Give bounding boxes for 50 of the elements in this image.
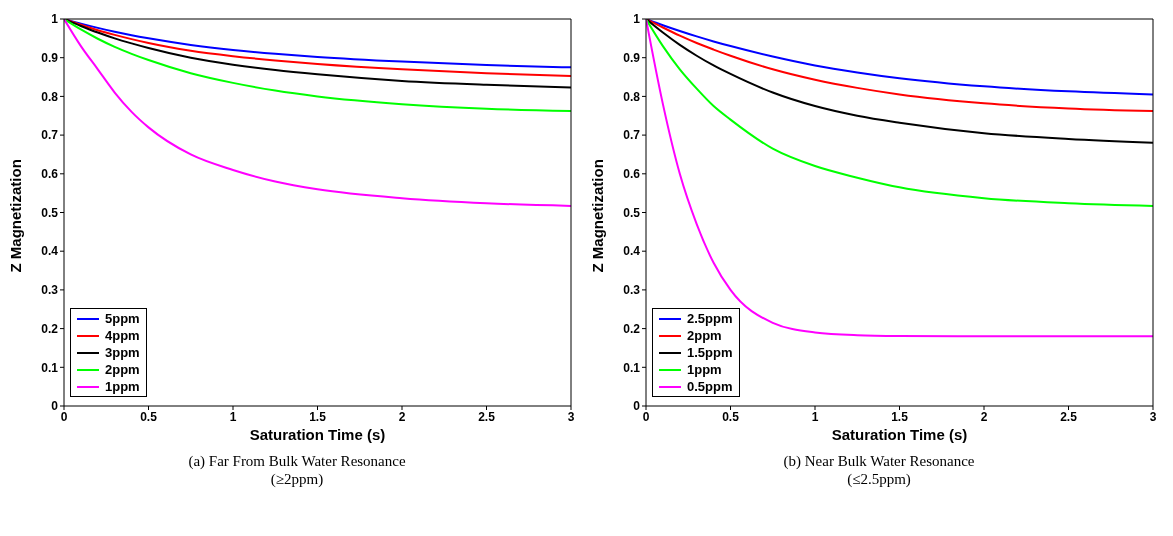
legend-label: 0.5ppm: [687, 378, 733, 395]
legend-label: 1ppm: [105, 378, 140, 395]
y-tick-label: 0.8: [41, 89, 59, 104]
legend-label: 2ppm: [687, 327, 722, 344]
x-tick-label: 1.5: [891, 409, 909, 424]
y-tick-label: 0.9: [623, 50, 641, 65]
y-tick-label: 0.7: [41, 128, 59, 143]
x-tick-label: 1: [811, 409, 819, 424]
legend-label: 2ppm: [105, 361, 140, 378]
y-axis-title: Z Magnetization: [589, 159, 607, 273]
y-tick-label: 0.6: [623, 167, 641, 182]
x-tick-label: 3: [1149, 409, 1157, 424]
y-tick-label: 0.8: [623, 89, 641, 104]
y-tick-label: 0.9: [41, 50, 59, 65]
legend-label: 3ppm: [105, 344, 140, 361]
y-tick-label: 0.2: [623, 321, 641, 336]
x-tick-label: 2: [398, 409, 406, 424]
y-tick-label: 1: [51, 12, 59, 27]
y-tick-label: 1: [633, 12, 641, 27]
y-tick-label: 0: [51, 399, 59, 414]
text: (a) Far From Bulk Water Resonance (≥2ppm): [187, 452, 407, 488]
x-tick-label: 0.5: [722, 409, 740, 424]
y-axis-title: Z Magnetization: [7, 159, 25, 273]
y-tick-label: 0: [633, 399, 641, 414]
x-tick-label: 2.5: [1060, 409, 1078, 424]
legend-label: 1.5ppm: [687, 344, 733, 361]
x-tick-label: 2: [980, 409, 988, 424]
x-axis-title: Saturation Time (s): [831, 426, 968, 443]
y-tick-label: 0.1: [41, 360, 59, 375]
y-tick-label: 0.1: [623, 360, 641, 375]
x-tick-label: 1.5: [309, 409, 327, 424]
x-tick-label: 1: [229, 409, 237, 424]
y-tick-label: 0.7: [623, 128, 641, 143]
text: (b) Near Bulk Water Resonance (≤2.5ppm): [782, 452, 976, 488]
y-tick-label: 0.3: [623, 283, 641, 298]
legend-label: 2.5ppm: [687, 310, 733, 327]
x-tick-label: 0.5: [140, 409, 158, 424]
y-tick-label: 0.5: [41, 205, 59, 220]
legend-label: 4ppm: [105, 327, 140, 344]
y-tick-label: 0.5: [623, 205, 641, 220]
y-tick-label: 0.4: [623, 244, 641, 259]
y-tick-label: 0.3: [41, 283, 59, 298]
y-tick-label: 0.6: [41, 167, 59, 182]
x-tick-label: 2.5: [478, 409, 496, 424]
x-tick-label: 3: [567, 409, 575, 424]
y-tick-label: 0.4: [41, 244, 59, 259]
legend-label: 1ppm: [687, 361, 722, 378]
x-axis-title: Saturation Time (s): [249, 426, 386, 443]
legend-label: 5ppm: [105, 310, 140, 327]
y-tick-label: 0.2: [41, 321, 59, 336]
